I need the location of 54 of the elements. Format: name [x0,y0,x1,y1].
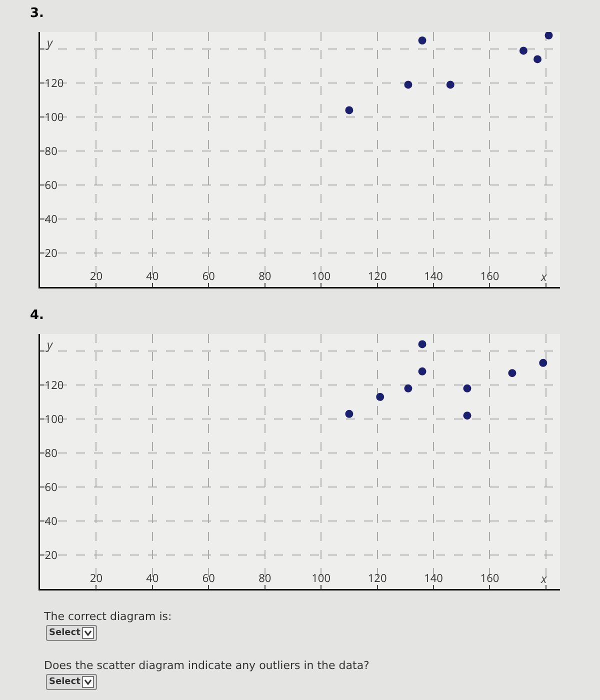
point [463,412,472,420]
y-tick-label: 60 [44,178,58,193]
point [463,384,472,392]
text: Does the scatter diagram indicate any outliers in the data? [44,659,370,672]
y-tick-label: 120 [44,76,64,91]
x-tick-label: 20 [90,269,103,284]
y-tick-label: 100 [44,412,64,427]
x-tick-label: 100 [312,571,331,586]
x-tick-label: 20 [90,571,103,586]
point [345,106,354,114]
y-tick-label: 20 [44,548,58,563]
y-tick-label: 40 [44,212,58,227]
point [404,384,412,392]
point [508,369,516,378]
point [345,410,354,418]
y-axis-title: y [45,34,54,51]
text: The correct diagram is: [44,610,173,623]
x-tick-label: 160 [480,269,500,284]
point [539,358,548,367]
x-tick-label: 40 [146,571,159,586]
x-tick-label: 160 [480,571,500,586]
x-tick-label: 120 [368,571,387,586]
point [446,80,454,89]
y-tick-label: 100 [44,110,64,125]
point [376,392,384,401]
chart-title: 4. [30,308,45,324]
x-tick-label: 40 [146,269,159,284]
x-tick-label: 120 [368,269,387,284]
point [404,80,412,89]
x-tick-label: 100 [312,269,331,284]
point [418,36,426,44]
y-tick-label: 40 [44,514,58,529]
point [418,367,426,376]
y-tick-label: 20 [44,246,58,261]
point [534,55,542,64]
x-tick-label: 140 [424,269,443,284]
point [418,340,426,348]
select-dropdown: Select [46,674,98,690]
x-tick-label: 60 [202,269,215,284]
point [519,46,528,55]
x-tick-label: 80 [258,269,272,284]
point [544,32,553,40]
y-tick-label: 60 [44,480,58,495]
x-tick-label: 140 [424,571,443,586]
y-tick-label: 80 [44,144,58,159]
x-axis-title: x [540,570,548,587]
x-axis-title: x [540,268,548,285]
x-tick-label: 60 [202,571,215,586]
y-axis-title: y [45,336,54,353]
y-tick-label: 80 [44,446,58,461]
select-dropdown: Select [46,625,98,641]
chart-title: 3. [30,6,45,22]
x-tick-label: 80 [258,571,272,586]
y-tick-label: 120 [44,378,64,393]
